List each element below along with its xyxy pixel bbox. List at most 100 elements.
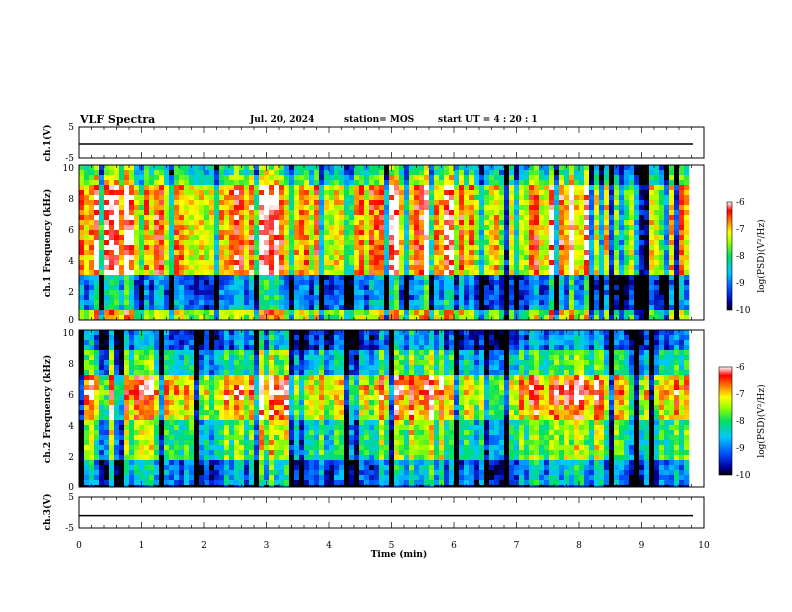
spectrogram-cell [374,200,380,206]
spectrogram-cell [184,375,190,381]
spectrogram-cell [159,240,165,246]
spectrogram-cell [84,290,90,296]
spectrogram-cell [214,385,220,391]
spectrogram-cell [454,295,460,301]
spectrogram-cell [354,250,360,256]
spectrogram-cell [109,265,115,271]
spectrogram-cell [184,280,190,286]
spectrogram-cell [94,355,100,361]
spectrogram-cell [384,310,390,316]
spectrogram-cell [119,485,125,487]
spectrogram-cell [354,230,360,236]
spectrogram-cell [89,235,95,241]
spectrogram-cell [144,355,150,361]
spectrogram-cell [404,240,410,246]
spectrogram-cell [374,310,380,316]
spectrogram-cell [224,470,230,476]
spectrogram-cell [204,285,210,291]
spectrogram-cell [109,180,115,186]
spectrogram-cell [179,205,185,211]
spectrogram-cell [469,200,475,206]
spectrogram-cell [159,460,165,466]
spectrogram-cell [644,245,650,251]
spectrogram-cell [189,435,195,441]
spectrogram-cell [614,185,620,191]
spectrogram-cell [619,245,625,251]
spectrogram-cell [124,445,130,451]
spectrogram-cell [314,210,320,216]
spectrogram-cell [514,190,520,196]
spectrogram-cell [519,205,525,211]
spectrogram-cell [214,250,220,256]
spectrogram-cell [129,220,135,226]
spectrogram-cell [94,190,100,196]
spectrogram-cell [249,295,255,301]
spectrogram-cell [334,185,340,191]
spectrogram-cell [469,315,475,320]
spectrogram-cell [204,345,210,351]
spectrogram-cell [394,290,400,296]
spectrogram-cell [579,295,585,301]
spectrogram-cell [634,190,640,196]
spectrogram-cell [134,355,140,361]
spectrogram-cell [429,195,435,201]
spectrogram-cell [259,180,265,186]
spectrogram-cell [184,430,190,436]
spectrogram-cell [444,235,450,241]
spectrogram-cell [644,165,650,171]
spectrogram-cell [254,180,260,186]
spectrogram-cell [279,170,285,176]
spectrogram-cell [609,220,615,226]
spectrogram-cell [179,480,185,486]
spectrogram-cell [289,285,295,291]
spectrogram-cell [104,180,110,186]
spectrogram-cell [104,170,110,176]
spectrogram-cell [229,410,235,416]
spectrogram-cell [229,335,235,341]
spectrogram-cell [134,170,140,176]
spectrogram-cell [134,470,140,476]
spectrogram-cell [249,255,255,261]
spectrogram-cell [609,215,615,221]
spectrogram-cell [244,170,250,176]
spectrogram-cell [244,245,250,251]
spectrogram-cell [474,270,480,276]
spectrogram-cell [189,455,195,461]
spectrogram-cell [264,235,270,241]
spectrogram-cell [459,255,465,261]
spectrogram-cell [454,220,460,226]
spectrogram-cell [659,175,665,181]
spectrogram-cell [109,190,115,196]
spectrogram-cell [154,170,160,176]
spectrogram-cell [149,405,155,411]
spectrogram-cell [629,295,635,301]
spectrogram-cell [209,295,215,301]
spectrogram-cell [364,285,370,291]
spectrogram-cell [124,265,130,271]
spectrogram-cell [459,265,465,271]
spectrogram-cell [234,260,240,266]
spectrogram-cell [244,205,250,211]
spectrogram-cell [289,220,295,226]
spectrogram-cell [499,250,505,256]
spectrogram-cell [349,310,355,316]
spectrogram-cell [144,365,150,371]
spectrogram-cell [659,195,665,201]
spectrogram-cell [524,225,530,231]
spectrogram-cell [619,260,625,266]
spectrogram-cell [114,375,120,381]
spectrogram-cell [224,280,230,286]
spectrogram-cell [314,265,320,271]
spectrogram-cell [394,195,400,201]
spectrogram-cell [229,370,235,376]
spectrogram-cell [559,300,565,306]
spectrogram-cell [184,250,190,256]
spectrogram-cell [354,260,360,266]
spectrogram-cell [534,225,540,231]
spectrogram-cell [139,175,145,181]
spectrogram-cell [194,380,200,386]
spectrogram-cell [149,305,155,311]
spectrogram-cell [614,260,620,266]
spectrogram-cell [264,305,270,311]
spectrogram-cell [169,205,175,211]
